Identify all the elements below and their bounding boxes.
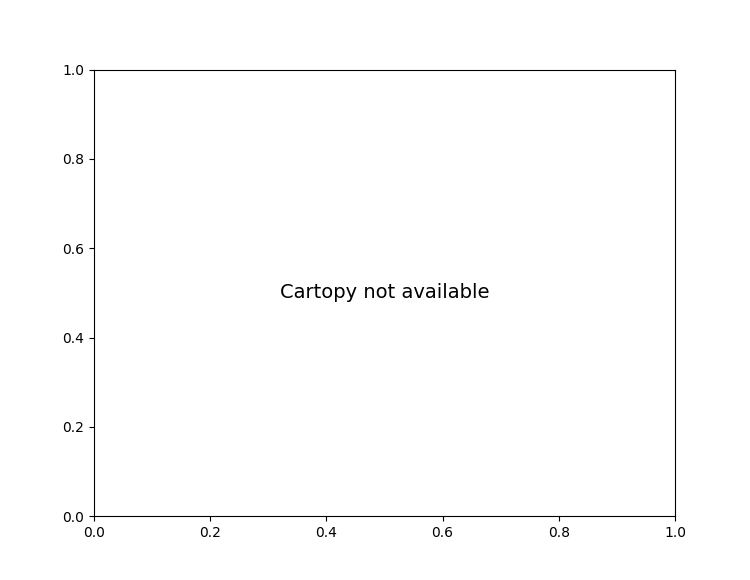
Text: Cartopy not available: Cartopy not available [280,284,489,302]
